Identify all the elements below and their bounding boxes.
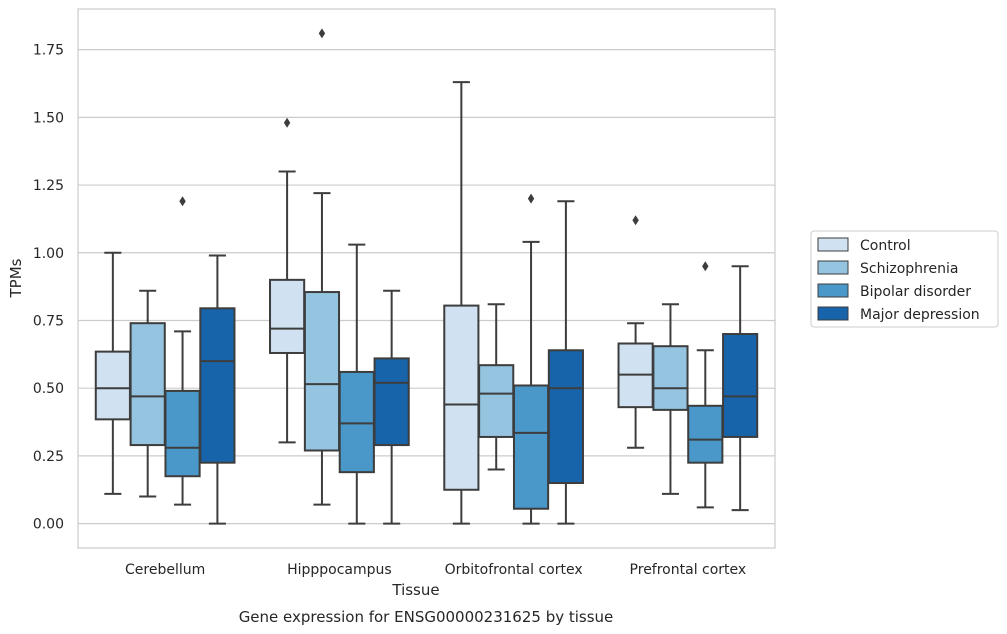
legend-label-bipolar-disorder: Bipolar disorder: [860, 284, 971, 300]
y-tick-0-50: 0.50: [33, 381, 64, 397]
legend-item-major-depression: Major depression: [817, 306, 980, 323]
box-group-cerebellum: [94, 196, 236, 525]
box-group-orbitofrontal-cortex: [443, 81, 584, 525]
legend-swatch-schizophrenia: [817, 260, 849, 275]
x-axis-label: Tissue: [391, 581, 439, 599]
box-hipppocampus-bipolar-disorder: [338, 370, 375, 474]
outlier-prefrontal-cortex-control-0: [632, 215, 639, 226]
y-tick-1-00: 1.00: [33, 246, 64, 262]
box-groups: [94, 28, 759, 525]
y-tick-0-25: 0.25: [33, 449, 64, 465]
box-cerebellum-control: [94, 350, 131, 421]
legend-items: Control Schizophrenia Bipolar disorder Majo…: [817, 237, 980, 323]
legend-swatch-major-depression: [817, 306, 849, 321]
box-group-prefrontal-cortex: [617, 215, 759, 512]
legend: Control Schizophrenia Bipolar disorder Majo…: [810, 230, 999, 328]
box-hipppocampus-schizophrenia: [303, 291, 341, 452]
legend-item-schizophrenia: Schizophrenia: [817, 260, 958, 277]
x-tick-prefrontal-cortex: Prefrontal cortex: [630, 562, 747, 578]
y-tick-1-25: 1.25: [33, 178, 64, 194]
y-tick-labels: 0.00 0.25 0.50 0.75 1.00 1.25 1.50 1.75: [33, 43, 64, 533]
y-tick-1-75: 1.75: [33, 43, 64, 59]
box-prefrontal-cortex-major-depression: [722, 333, 759, 438]
box-orbitofrontal-cortex-schizophrenia: [478, 364, 515, 438]
box-prefrontal-cortex-schizophrenia: [652, 345, 689, 411]
x-tick-orbitofrontal-cortex: Orbitofrontal cortex: [445, 562, 583, 578]
y-axis-label: TPMs: [7, 258, 25, 298]
box-orbitofrontal-cortex-control: [443, 304, 480, 491]
outlier-cerebellum-bipolar-disorder-0: [179, 196, 186, 207]
legend-label-control: Control: [860, 238, 911, 254]
box-orbitofrontal-cortex-major-depression: [547, 349, 584, 484]
outlier-orbitofrontal-cortex-bipolar-disorder-0: [527, 193, 535, 204]
box-group-hipppocampus: [269, 28, 410, 525]
plot-area-frame: [77, 8, 776, 549]
outlier-prefrontal-cortex-bipolar-disorder-0: [702, 261, 709, 272]
box-cerebellum-major-depression: [199, 307, 236, 464]
legend-label-schizophrenia: Schizophrenia: [860, 261, 958, 277]
legend-frame: [810, 230, 999, 328]
box-hipppocampus-control: [269, 278, 306, 354]
x-tick-labels: Cerebellum Hipppocampus Orbitofrontal cort…: [125, 562, 746, 578]
outlier-hipppocampus-schizophrenia-0: [318, 28, 326, 39]
box-cerebellum-schizophrenia: [129, 322, 166, 447]
x-tick-cerebellum: Cerebellum: [125, 562, 205, 578]
legend-item-bipolar-disorder: Bipolar disorder: [817, 283, 971, 300]
box-cerebellum-bipolar-disorder: [164, 389, 201, 478]
box-orbitofrontal-cortex-bipolar-disorder: [512, 384, 550, 510]
x-tick-hipppocampus: Hipppocampus: [287, 562, 392, 578]
y-tick-0-75: 0.75: [33, 313, 64, 329]
legend-label-major-depression: Major depression: [860, 307, 980, 323]
box-hipppocampus-major-depression: [373, 357, 410, 447]
y-tick-1-50: 1.50: [33, 110, 64, 126]
outlier-hipppocampus-control-0: [283, 117, 291, 128]
y-tick-0-00: 0.00: [33, 517, 64, 533]
legend-item-control: Control: [817, 237, 911, 254]
box-prefrontal-cortex-bipolar-disorder: [687, 404, 724, 464]
legend-swatch-control: [817, 237, 849, 252]
chart-title: Gene expression for ENSG00000231625 by t…: [239, 608, 614, 626]
legend-swatch-bipolar-disorder: [817, 283, 849, 298]
